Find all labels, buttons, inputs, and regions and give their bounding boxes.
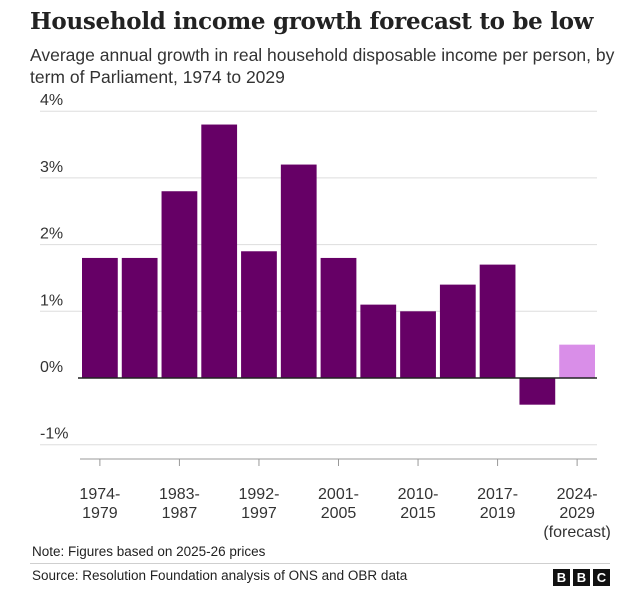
x-tick-label: 2017- 2019 <box>477 486 518 522</box>
x-tick-label-line: 2017- <box>477 486 518 503</box>
y-tick-label: -1% <box>40 426 68 443</box>
x-tick-label-line: 2010- <box>398 486 439 503</box>
bar <box>400 311 436 378</box>
x-tick-label-line: 2005 <box>321 505 357 522</box>
y-tick-label: 0% <box>40 359 63 376</box>
x-tick-label-line: 1979 <box>82 505 118 522</box>
bar <box>439 284 476 378</box>
chart-subtitle: Average annual growth in real household … <box>30 45 615 87</box>
x-tick-label-line: (forecast) <box>543 524 611 540</box>
footer-divider <box>30 563 610 564</box>
bar <box>320 257 357 378</box>
logo-letter-b1: B <box>553 569 570 586</box>
chart-note: Note: Figures based on 2025-26 prices <box>32 544 266 559</box>
chart-source: Source: Resolution Foundation analysis o… <box>32 568 408 583</box>
x-tick-label-line: 1983- <box>159 486 200 503</box>
x-tick-label: 2010- 2015 <box>398 486 439 522</box>
x-tick-label-line: 1974- <box>79 486 120 503</box>
forecast-bar <box>559 344 595 378</box>
x-tick-label-line: 1992- <box>239 486 280 503</box>
x-tick-label: 1992- 1997 <box>239 486 280 522</box>
bar <box>241 251 277 378</box>
logo-letter-c: C <box>593 569 610 586</box>
x-tick-label: 1983- 1987 <box>159 486 200 522</box>
bbc-logo: B B C <box>553 569 610 586</box>
bar <box>479 264 516 378</box>
bar <box>519 378 556 405</box>
bar <box>82 257 118 378</box>
x-tick-label-line: 2029 <box>559 505 595 522</box>
bar <box>360 304 397 378</box>
x-tick-label-line: 2019 <box>480 505 516 522</box>
bar <box>280 164 317 378</box>
chart-title: Household income growth forecast to be l… <box>30 8 594 35</box>
y-tick-label: 2% <box>40 226 63 243</box>
x-tick-label: 2001- 2005 <box>318 486 359 522</box>
x-tick-label-line: 1997 <box>241 505 277 522</box>
x-tick-label-line: 2015 <box>400 505 436 522</box>
x-tick-label-line: 1987 <box>162 505 198 522</box>
bar <box>201 124 238 378</box>
x-tick-label: 2024- 2029 (forecast) <box>543 486 611 540</box>
bar-chart: 4% 3% 2% 1% 0% -1% 1974- 1979 1983- 1987 1992- 1997… <box>40 92 611 540</box>
x-tick-label-line: 2024- <box>557 486 598 503</box>
x-tick-label: 1974- 1979 <box>79 486 120 522</box>
y-tick-label: 1% <box>40 292 63 309</box>
bar <box>161 191 198 378</box>
y-tick-label: 3% <box>40 159 63 176</box>
x-tick-label-line: 2001- <box>318 486 359 503</box>
y-tick-label: 4% <box>40 92 63 109</box>
bar <box>121 257 158 378</box>
logo-letter-b2: B <box>573 569 590 586</box>
